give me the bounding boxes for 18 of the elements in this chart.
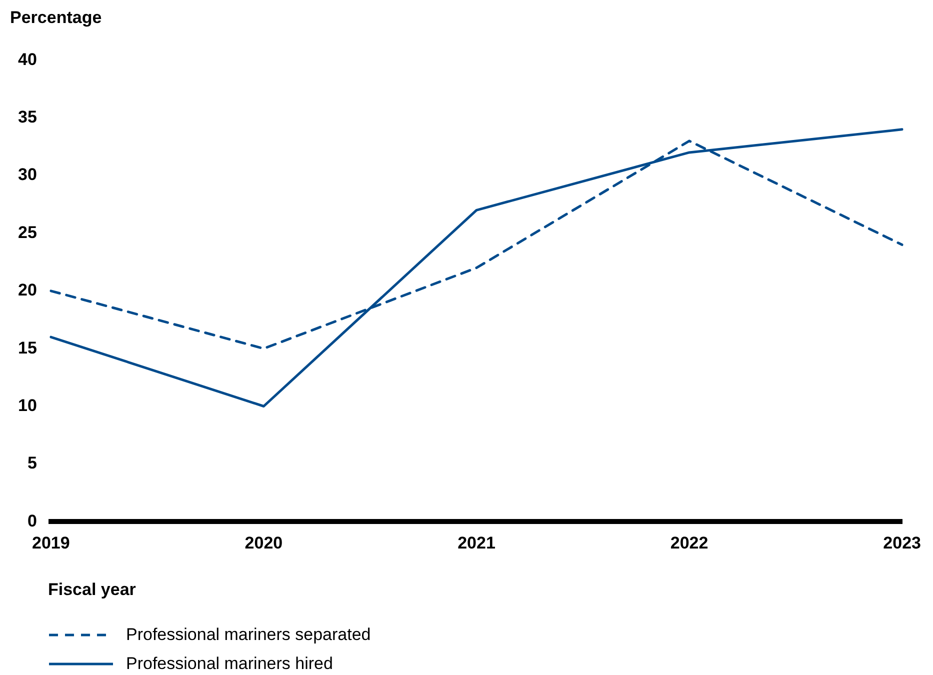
x-tick-label: 2022 — [670, 533, 708, 552]
x-tick-label: 2023 — [883, 533, 922, 552]
legend-label: Professional mariners hired — [126, 654, 333, 674]
y-tick-label: 15 — [18, 338, 37, 358]
y-axis-title: Percentage — [10, 8, 102, 28]
y-tick-label: 30 — [18, 165, 37, 184]
x-tick-label: 2019 — [32, 533, 70, 552]
x-tick-label: 2020 — [244, 533, 283, 552]
y-tick-label: 0 — [27, 511, 37, 530]
y-tick-label: 20 — [18, 280, 37, 300]
x-axis-title: Fiscal year — [48, 580, 136, 600]
y-tick-label: 10 — [18, 396, 37, 415]
y-tick-label: 35 — [18, 108, 37, 127]
y-tick-label: 40 — [18, 50, 37, 69]
legend-label: Professional mariners separated — [126, 624, 371, 644]
x-tick-label: 2021 — [458, 533, 496, 552]
y-tick-label: 25 — [18, 222, 37, 242]
y-tick-label: 5 — [27, 454, 37, 473]
